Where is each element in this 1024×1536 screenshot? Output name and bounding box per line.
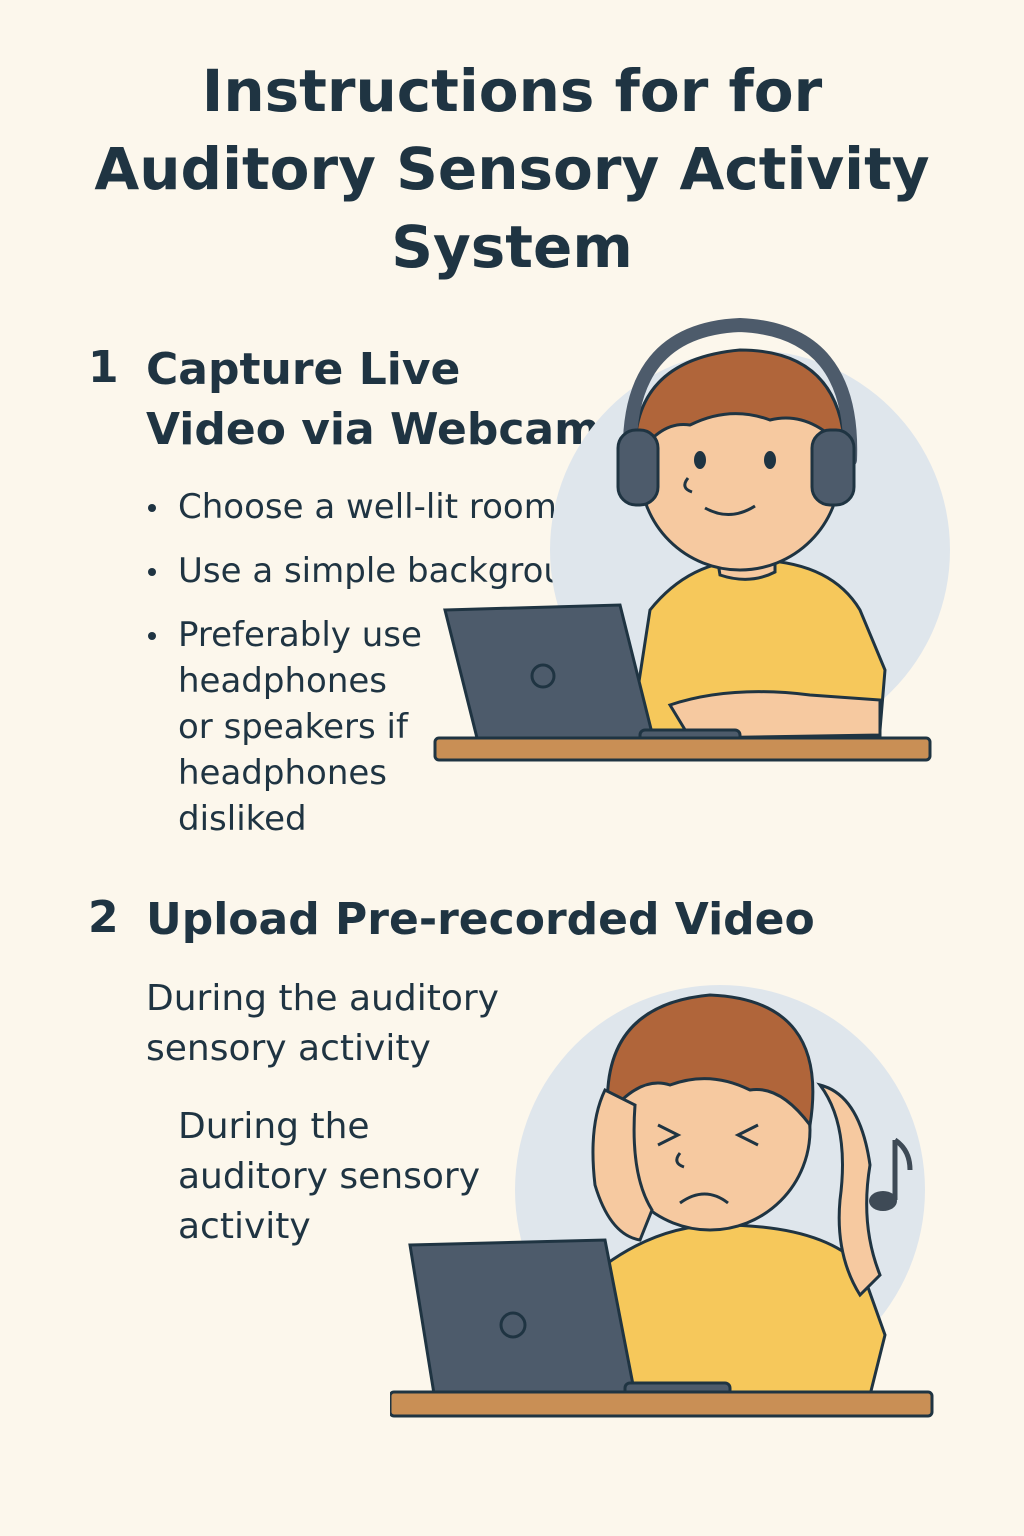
smile [704,504,756,516]
bullet-item: Use a simple background [140,548,608,594]
child-with-headphones-illustration [433,317,950,762]
arm [667,690,882,740]
bullet-text: Choose a well-lit room [178,487,557,527]
laptop-logo [530,663,556,689]
paragraph-line: sensory activity [146,1028,431,1069]
paragraph-line: auditory sensory [178,1156,481,1197]
step-2-title: Upload Pre-recorded Video [146,894,815,945]
eye-closed [657,1123,682,1147]
title-line-2: Auditory Sensory Activity [94,135,930,203]
frown [679,1192,729,1205]
paragraph-line: activity [178,1206,311,1247]
bullet-text: Use a simple background [178,551,609,591]
eye [764,451,776,469]
desk [390,1390,934,1418]
step-2-paragraph-1: During the auditory sensory activity [146,974,499,1074]
bullet-text: Preferably use headphones or speakers if… [178,615,422,839]
step-2-paragraph-2: During the auditory sensory activity [178,1102,480,1252]
eye [694,451,706,469]
bullet-item: Choose a well-lit room [140,484,608,530]
paragraph-line: During the [178,1106,370,1147]
step-1-title-line-1: Capture Live [146,344,461,395]
music-note-icon [869,1137,913,1211]
shirt [588,1223,887,1397]
hair [605,993,815,1129]
step-1-bullet-list: Choose a well-lit room Use a simple back… [140,484,608,860]
child-covering-ears-illustration [390,985,934,1418]
left-hand [591,1087,654,1242]
headphone-cup-right [810,428,856,507]
laptop-logo [499,1311,527,1339]
eye-closed [734,1123,759,1147]
paragraph-line: During the auditory [146,978,499,1019]
title-line-3: System [391,213,633,281]
desk [433,736,932,762]
bullet-dot [148,568,156,576]
step-1-title: Capture Live Video via Webcam [146,340,600,460]
title-line-1: Instructions for for [201,57,823,125]
page-title: Instructions for for Auditory Sensory Ac… [0,52,1024,286]
step-1-title-line-2: Video via Webcam [146,404,600,455]
bullet-dot [148,632,156,640]
step-1-number: 1 [88,342,119,393]
step-2-number: 2 [88,892,119,943]
headphones-band [622,317,858,467]
headphone-cup-left [616,428,660,507]
right-hand [816,1082,882,1298]
bullet-item: Preferably use headphones or speakers if… [140,612,428,842]
laptop-screen [443,603,657,752]
bullet-dot [148,504,156,512]
